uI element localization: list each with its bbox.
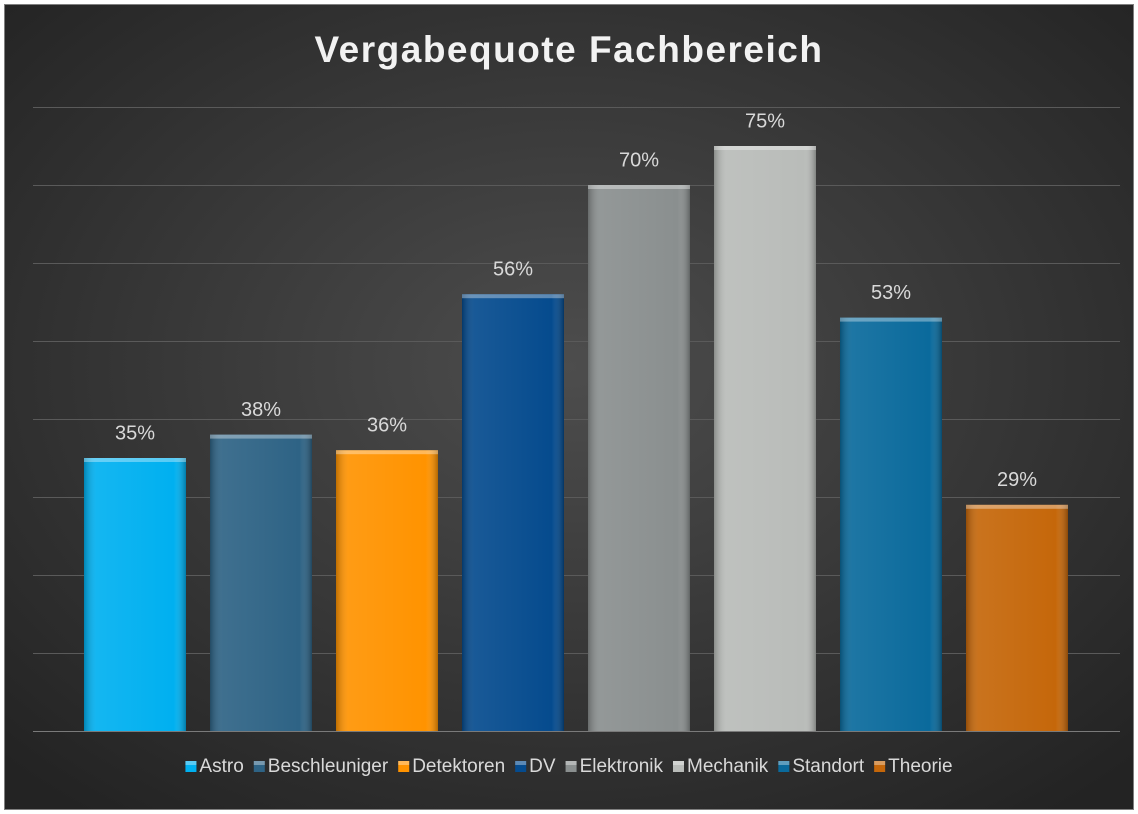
- legend-label: Mechanik: [687, 756, 769, 777]
- legend-swatch-shine: [778, 761, 790, 765]
- legend-label: Standort: [792, 756, 865, 777]
- bar-bevel: [714, 146, 816, 150]
- legend-label: DV: [529, 756, 556, 777]
- bar-bevel: [966, 504, 1068, 509]
- data-label: 38%: [241, 399, 281, 421]
- chart-title: Vergabequote Fachbereich: [315, 29, 824, 70]
- legend-swatch: [398, 761, 410, 772]
- data-label: 53%: [871, 282, 911, 304]
- legend-swatch-shine: [515, 761, 527, 765]
- bar-bevel: [210, 434, 312, 439]
- chart-background: [4, 4, 1134, 810]
- bar-bevel: [84, 458, 186, 462]
- bar-shine: [336, 450, 438, 731]
- legend-item: Standort: [778, 756, 865, 777]
- legend-item: Astro: [185, 756, 244, 777]
- data-label: 35%: [115, 422, 155, 444]
- legend-item: Elektronik: [565, 756, 664, 777]
- legend-swatch-shine: [874, 761, 886, 765]
- legend-item: DV: [515, 756, 556, 777]
- data-label: 75%: [745, 110, 785, 132]
- legend-swatch-shine: [672, 761, 684, 765]
- legend-swatch: [778, 761, 790, 772]
- bar-shine: [966, 504, 1068, 731]
- bar-shine: [210, 434, 312, 731]
- bar-shine: [588, 185, 690, 731]
- bar-shine: [840, 317, 942, 731]
- legend-swatch: [672, 761, 684, 772]
- bar-shine: [462, 294, 564, 731]
- legend-swatch: [515, 761, 527, 772]
- legend-swatch: [874, 761, 886, 772]
- bar-bevel: [336, 450, 438, 455]
- legend-label: Theorie: [888, 756, 952, 777]
- data-label: 70%: [619, 149, 659, 171]
- legend-label: Elektronik: [580, 756, 664, 777]
- legend-swatch: [185, 761, 197, 772]
- bar-bevel: [462, 294, 564, 299]
- legend-swatch-shine: [398, 761, 410, 765]
- legend-label: Beschleuniger: [268, 756, 389, 777]
- legend-label: Astro: [199, 756, 243, 777]
- bar-bevel: [840, 317, 942, 322]
- legend-item: Mechanik: [672, 756, 769, 777]
- bar-bevel: [588, 185, 690, 189]
- legend-swatch: [565, 761, 577, 772]
- bar-shine: [84, 458, 186, 731]
- legend-item: Detektoren: [398, 756, 505, 777]
- legend-swatch-shine: [253, 761, 265, 765]
- legend-label: Detektoren: [412, 756, 505, 777]
- legend-swatch: [253, 761, 265, 772]
- data-label: 29%: [997, 469, 1037, 491]
- legend-item: Beschleuniger: [253, 756, 389, 777]
- bar-shine: [714, 146, 816, 731]
- data-label: 36%: [367, 414, 407, 436]
- legend-item: Theorie: [874, 756, 953, 777]
- legend-swatch-shine: [565, 761, 577, 765]
- data-label: 56%: [493, 258, 533, 280]
- legend-swatch-shine: [185, 761, 197, 765]
